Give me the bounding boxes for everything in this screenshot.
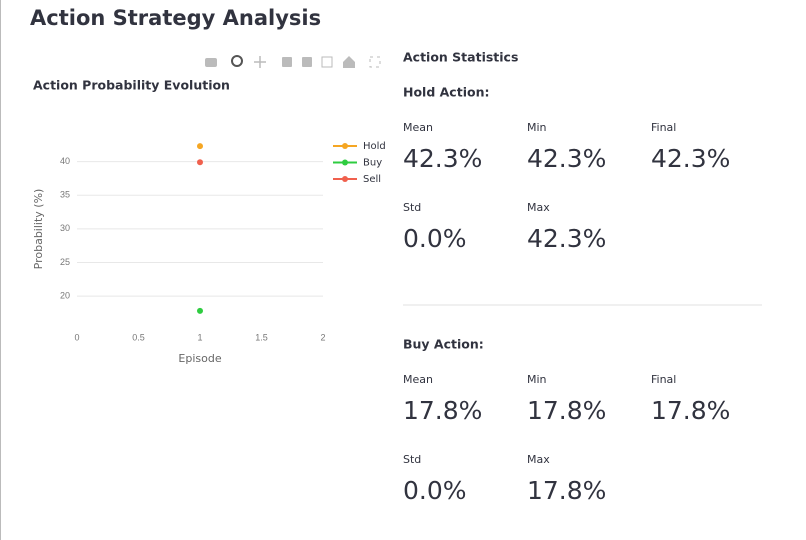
metric-value: 17.8%: [527, 396, 606, 425]
metric-label: Min: [527, 121, 547, 134]
camera-icon[interactable]: [205, 58, 217, 67]
metric-value: 0.0%: [403, 476, 467, 505]
data-point: [197, 143, 203, 150]
x-axis-label: Episode: [178, 352, 221, 365]
legend-marker: [342, 143, 348, 149]
metric-label: Final: [651, 373, 676, 386]
metric-value: 42.3%: [403, 144, 482, 173]
metric-label: Std: [403, 453, 421, 466]
metric-label: Min: [527, 373, 547, 386]
x-tick-label: 0: [74, 332, 79, 342]
metric-label: Std: [403, 201, 421, 214]
data-point: [197, 307, 203, 314]
y-axis-label: Probability (%): [32, 189, 45, 270]
zoom-in-icon[interactable]: [282, 57, 292, 67]
metric-label: Mean: [403, 121, 433, 134]
metric-label: Final: [651, 121, 676, 134]
metric-value: 0.0%: [403, 224, 467, 253]
metric-value: 42.3%: [527, 144, 606, 173]
x-tick-label: 0.5: [132, 332, 145, 342]
reset-icon[interactable]: [343, 56, 355, 68]
y-tick-label: 30: [60, 223, 70, 233]
page-title: Action Strategy Analysis: [30, 6, 321, 30]
legend-marker: [342, 176, 348, 182]
metric-value: 42.3%: [651, 144, 730, 173]
y-tick-label: 20: [60, 290, 70, 300]
metric-value: 17.8%: [651, 396, 730, 425]
chart-toolbar: [205, 55, 381, 68]
metric-value: 17.8%: [527, 476, 606, 505]
legend-marker: [342, 159, 348, 166]
y-tick-label: 25: [60, 257, 70, 267]
data-point: [197, 159, 203, 166]
zoom-out-icon[interactable]: [302, 57, 312, 67]
metric-value: 17.8%: [403, 396, 482, 425]
zoom-icon[interactable]: [231, 55, 243, 67]
chart-title: Action Probability Evolution: [33, 78, 230, 93]
metric-value: 42.3%: [527, 224, 606, 253]
fullscreen-icon[interactable]: [369, 56, 381, 68]
y-tick-label: 35: [60, 190, 70, 200]
x-tick-label: 2: [320, 332, 325, 342]
metric-label: Max: [527, 201, 550, 214]
x-tick-label: 1: [197, 332, 202, 342]
metric-label: Mean: [403, 373, 433, 386]
legend-label: Hold: [363, 141, 386, 152]
metric-label: Max: [527, 453, 550, 466]
autoscale-icon[interactable]: [321, 56, 333, 68]
y-tick-label: 40: [60, 156, 70, 166]
legend-label: Buy: [363, 158, 382, 169]
legend-label: Sell: [363, 174, 381, 185]
section-title: Hold Action:: [403, 85, 489, 100]
x-tick-label: 1.5: [255, 332, 268, 342]
section-title: Buy Action:: [403, 337, 484, 352]
pan-icon[interactable]: [254, 56, 266, 68]
statistics-title: Action Statistics: [403, 50, 518, 65]
